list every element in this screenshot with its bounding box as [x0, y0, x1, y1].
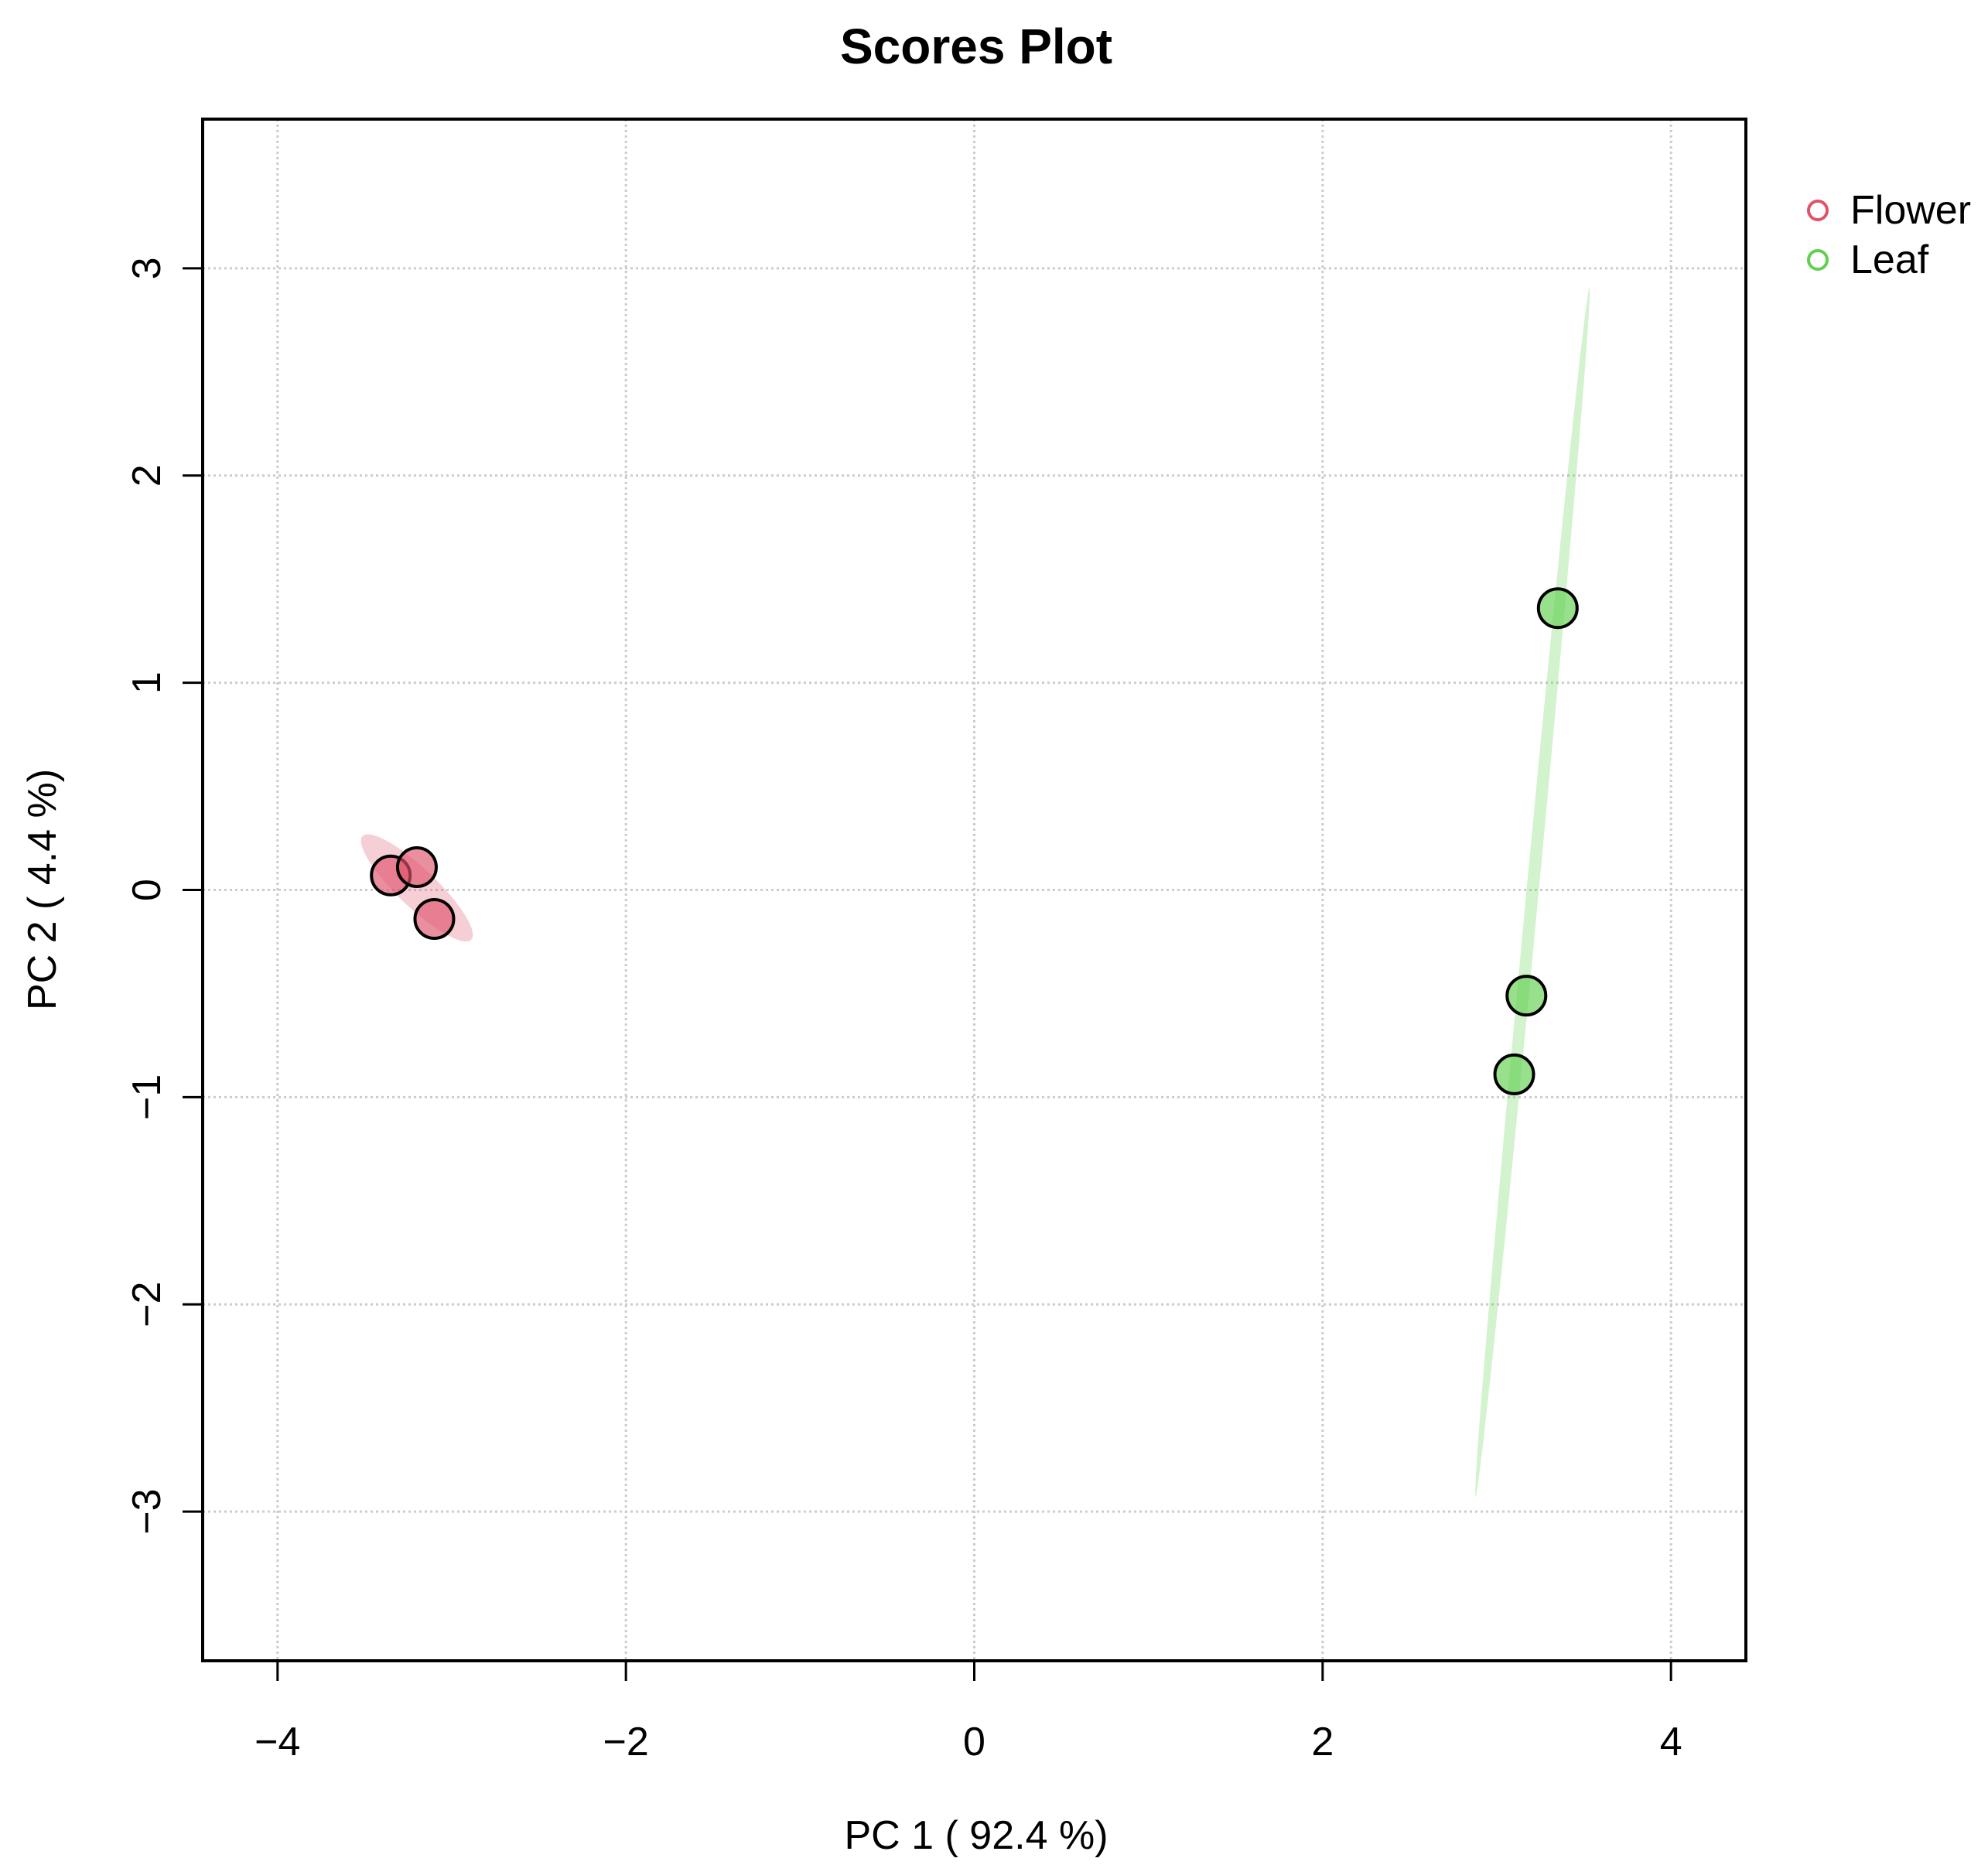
legend-marker-leaf	[1807, 249, 1829, 271]
grid-lines	[203, 119, 1746, 1661]
legend-marker-flower	[1807, 200, 1829, 221]
legend-label-leaf: Leaf	[1850, 237, 1929, 282]
y-tick-label: −1	[125, 1074, 169, 1120]
x-tick-label: −4	[254, 1720, 300, 1764]
x-tick-label: 2	[1311, 1720, 1334, 1764]
legend-label-flower: Flower	[1850, 188, 1971, 233]
x-axis-label: PC 1 ( 92.4 %)	[844, 1813, 1108, 1858]
y-tick-label: −2	[125, 1282, 169, 1327]
y-tick-label: 2	[125, 464, 169, 487]
y-tick-label: −3	[125, 1488, 169, 1534]
x-tick-label: 0	[963, 1720, 985, 1764]
y-tick-label: 0	[125, 879, 169, 901]
chart-title: Scores Plot	[840, 19, 1112, 74]
axis-ticks: −4 −2 0 2 4 −3 −2 −1 0 1 2 3	[125, 257, 1682, 1764]
point-leaf	[1493, 1053, 1535, 1095]
confidence-ellipses	[360, 287, 1590, 1497]
y-tick-label: 1	[125, 671, 169, 694]
point-leaf	[1536, 587, 1579, 630]
y-tick-label: 3	[125, 257, 169, 279]
x-tick-label: 4	[1660, 1720, 1682, 1764]
point-flower	[413, 898, 456, 941]
y-axis-label: PC 2 ( 4.4 %)	[20, 769, 65, 1010]
x-tick-label: −2	[603, 1720, 649, 1764]
data-points	[370, 587, 1579, 1095]
point-leaf	[1505, 975, 1548, 1017]
ellipse-leaf	[1475, 287, 1590, 1497]
point-flower	[395, 846, 438, 889]
